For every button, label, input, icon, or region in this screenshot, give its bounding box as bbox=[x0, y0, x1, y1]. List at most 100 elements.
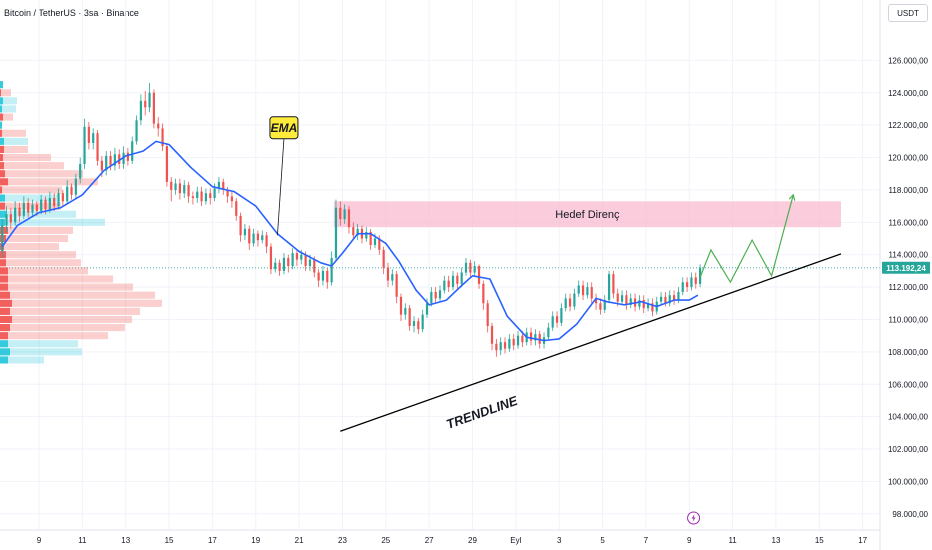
candle-body bbox=[226, 189, 229, 197]
resistance-zone: Hedef Direnç bbox=[333, 201, 841, 228]
candle-body bbox=[118, 154, 121, 165]
volume-profile-core bbox=[0, 97, 3, 105]
candle-body bbox=[408, 308, 411, 326]
candle-body bbox=[308, 259, 312, 267]
x-tick-label: 9 bbox=[687, 536, 692, 545]
volume-profile-bar bbox=[0, 170, 83, 178]
volume-profile-bar bbox=[0, 105, 16, 113]
candle-body bbox=[451, 275, 455, 288]
candle-body bbox=[5, 214, 8, 226]
volume-profile-core bbox=[0, 348, 10, 356]
trendline bbox=[340, 253, 842, 432]
ema-line bbox=[1, 140, 699, 342]
y-tick-label: 124.000,00 bbox=[888, 89, 929, 98]
trendline-group: TRENDLINE bbox=[340, 253, 842, 432]
candle-body bbox=[629, 298, 632, 305]
candle-body bbox=[499, 342, 502, 351]
volume-profile-bar bbox=[0, 145, 28, 153]
candle-body bbox=[126, 152, 129, 161]
volume-profile-bar bbox=[0, 243, 59, 251]
candle-body bbox=[87, 126, 90, 143]
candle-body bbox=[477, 266, 481, 284]
candle-body bbox=[204, 193, 208, 202]
candle-body bbox=[209, 193, 212, 199]
candle-body bbox=[417, 321, 420, 330]
candle-body bbox=[369, 232, 372, 245]
candle-body bbox=[178, 183, 182, 194]
volume-profile-core bbox=[0, 194, 5, 202]
candle-body bbox=[456, 275, 459, 284]
candle-body bbox=[157, 123, 160, 129]
candle-body bbox=[486, 303, 489, 326]
candle-body bbox=[165, 146, 168, 182]
volume-profile-bar bbox=[0, 154, 51, 162]
candle-body bbox=[404, 308, 407, 315]
candle-body bbox=[395, 274, 398, 297]
candle-body bbox=[681, 282, 684, 292]
x-tick-label: 25 bbox=[381, 536, 390, 545]
x-tick-label: 13 bbox=[772, 536, 781, 545]
y-tick-label: 126.000,00 bbox=[888, 56, 929, 65]
candle-body bbox=[330, 257, 333, 283]
candle-body bbox=[529, 332, 533, 341]
volume-profile-core bbox=[0, 210, 6, 218]
candle-body bbox=[300, 254, 303, 260]
candle-body bbox=[694, 277, 697, 284]
volume-profile-core bbox=[0, 113, 3, 121]
y-tick-label: 120.000,00 bbox=[888, 154, 929, 163]
volume-profile-core bbox=[0, 154, 3, 162]
volume-profile-core bbox=[0, 89, 1, 97]
x-tick-label: 11 bbox=[78, 536, 87, 545]
candle-body bbox=[664, 296, 667, 304]
candle-body bbox=[590, 287, 593, 299]
candle-body bbox=[291, 253, 294, 267]
candle-body bbox=[620, 295, 624, 302]
candle-body bbox=[412, 321, 416, 326]
candle-body bbox=[568, 298, 572, 307]
volume-profile-core bbox=[0, 129, 2, 137]
candle-body bbox=[382, 249, 385, 268]
volume-profile-bar bbox=[0, 178, 98, 186]
candle-body bbox=[261, 235, 264, 241]
ema-callout-pointer bbox=[277, 138, 285, 236]
projection-path bbox=[699, 194, 794, 284]
candle-body bbox=[235, 201, 238, 216]
volume-profile-core bbox=[0, 307, 10, 315]
volume-profile-core bbox=[0, 105, 2, 113]
volume-profile-core bbox=[0, 145, 4, 153]
x-tick-label: 9 bbox=[37, 536, 42, 545]
candle-body bbox=[560, 308, 563, 323]
y-tick-label: 98.000,00 bbox=[892, 510, 928, 519]
lightning-icon bbox=[691, 514, 696, 522]
volume-profile-core bbox=[0, 332, 8, 340]
candle-body bbox=[646, 303, 650, 309]
ema-callout-label: EMA bbox=[271, 121, 298, 135]
candle-body bbox=[586, 287, 589, 296]
candle-body bbox=[638, 300, 641, 307]
volume-profile-bar bbox=[0, 324, 125, 332]
volume-profile-core bbox=[0, 315, 12, 324]
candle-body bbox=[148, 92, 151, 108]
x-tick-label: 27 bbox=[425, 536, 434, 545]
candle-body bbox=[287, 257, 290, 267]
candle-body bbox=[79, 164, 82, 179]
candle-body bbox=[96, 133, 99, 161]
volume-profile-core bbox=[0, 202, 5, 210]
currency-selector[interactable]: USDT bbox=[888, 4, 928, 22]
candle-body bbox=[616, 293, 619, 302]
y-tick-label: 100.000,00 bbox=[888, 477, 929, 486]
candle-body bbox=[31, 204, 34, 213]
candle-body bbox=[516, 335, 520, 346]
candle-body bbox=[430, 291, 433, 304]
candle-body bbox=[668, 295, 671, 304]
candle-body bbox=[672, 295, 676, 301]
candle-body bbox=[425, 303, 429, 315]
volume-profile-bar bbox=[0, 226, 73, 234]
y-tick-label: 118.000,00 bbox=[889, 186, 929, 195]
candle-body bbox=[256, 233, 260, 241]
candle-body bbox=[131, 141, 134, 161]
y-tick-label: 116.000,00 bbox=[889, 218, 929, 227]
candle-body bbox=[222, 181, 225, 190]
y-tick-label: 106.000,00 bbox=[888, 380, 929, 389]
